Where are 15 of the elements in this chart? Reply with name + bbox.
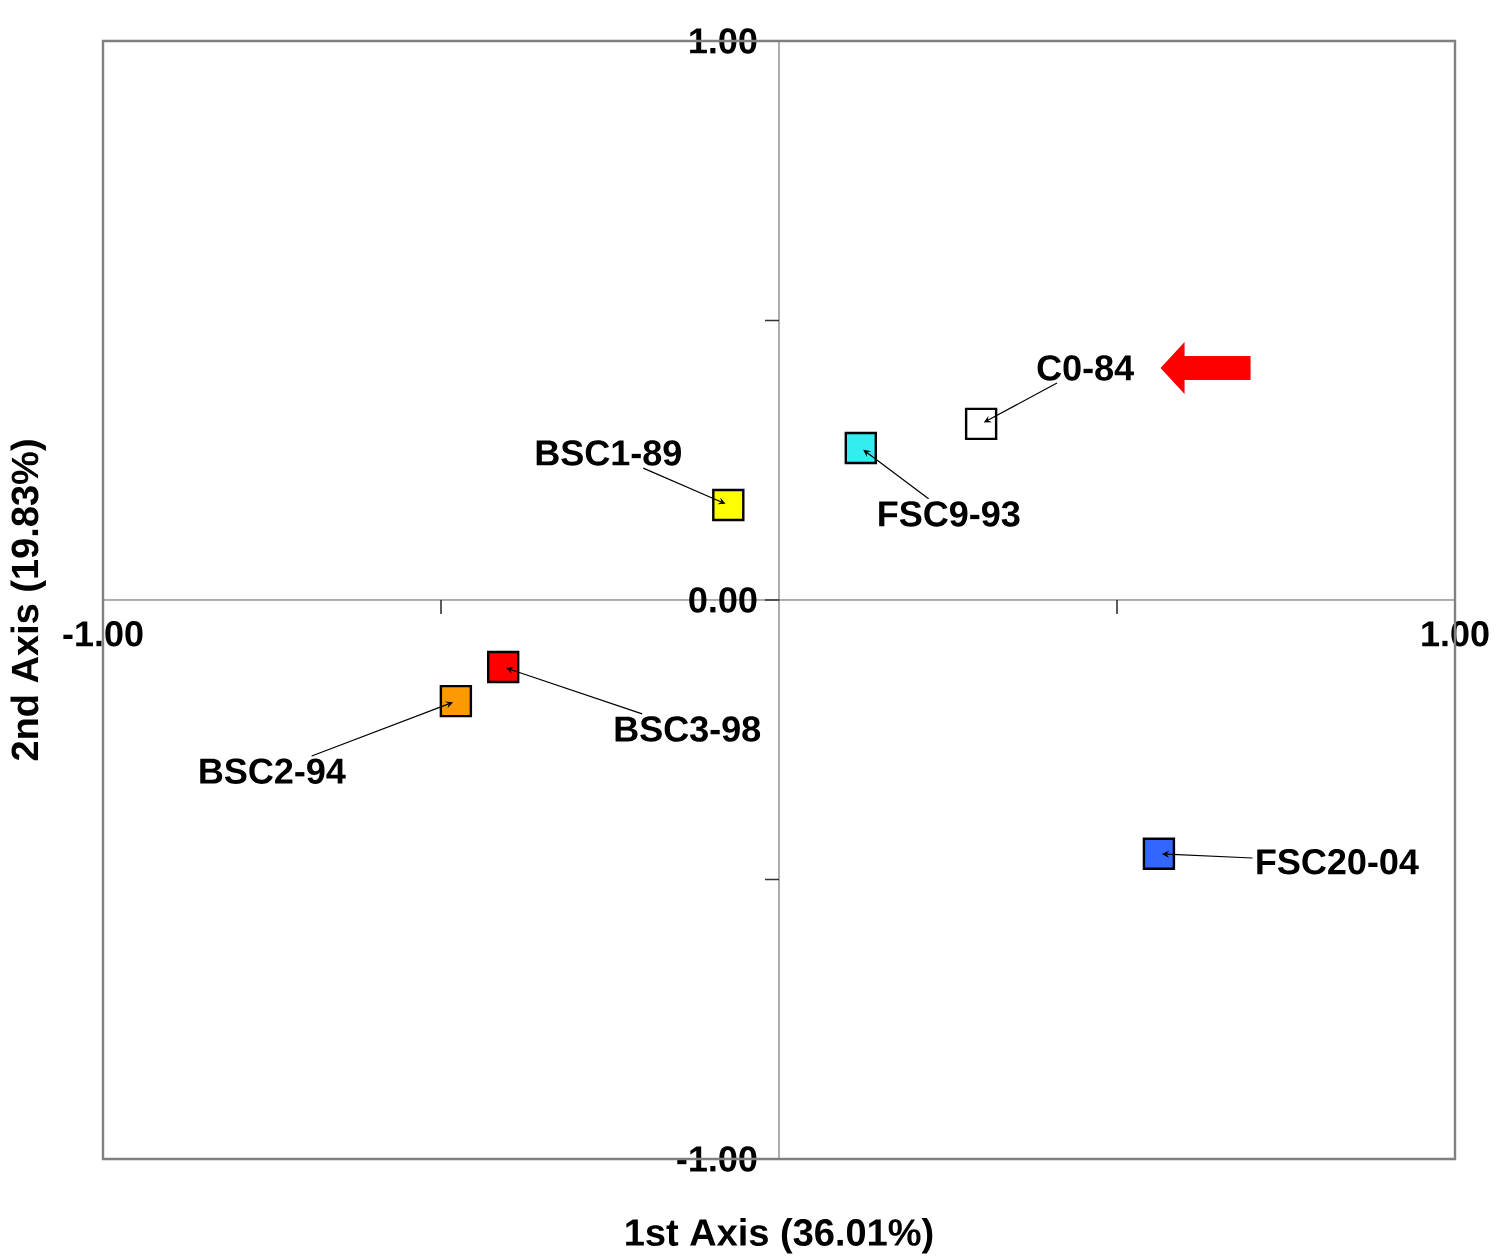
x-axis-title: 1st Axis (36.01%) <box>626 1218 933 1254</box>
annotation: C0-84 <box>1037 355 1134 381</box>
point <box>439 684 473 718</box>
point <box>486 650 520 684</box>
y-tick-label: 0.00 <box>689 587 757 613</box>
annotation: FSC20-04 <box>1257 849 1419 875</box>
annotation: FSC9-93 <box>879 501 1020 527</box>
annotation: BSC2-94 <box>200 758 346 784</box>
annotation: BSC3-98 <box>615 716 761 742</box>
annotation: BSC1-89 <box>536 440 681 466</box>
point <box>844 431 877 465</box>
point <box>712 488 745 522</box>
point <box>964 407 998 441</box>
y-axis-title: 2nd Axis (19.83%) <box>10 440 46 761</box>
point <box>1142 837 1176 870</box>
